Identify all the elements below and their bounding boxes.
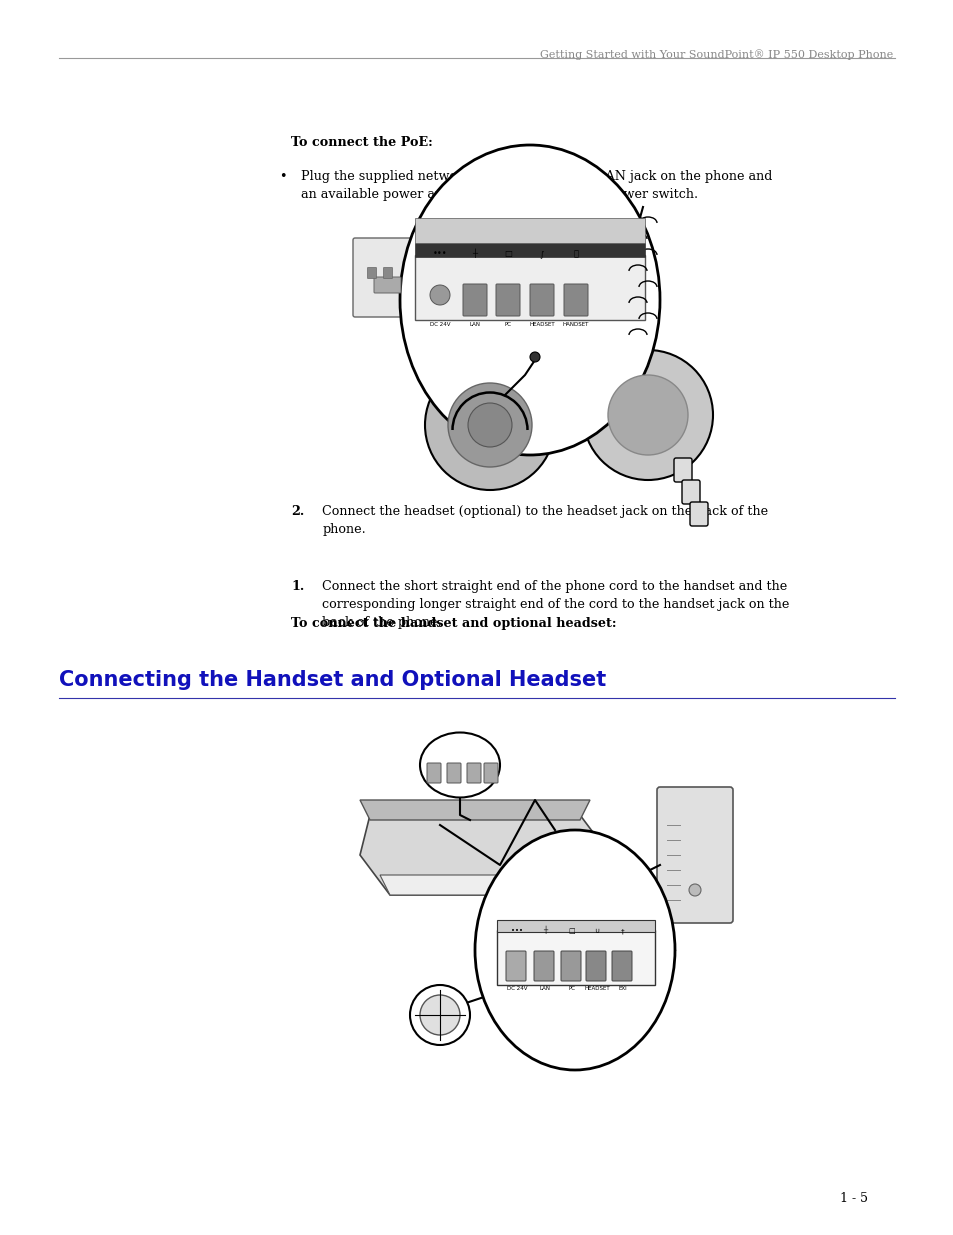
- Text: ∪: ∪: [594, 927, 598, 934]
- Circle shape: [419, 995, 459, 1035]
- Text: ⌢: ⌢: [573, 249, 578, 258]
- Text: ┼: ┼: [472, 248, 477, 258]
- FancyBboxPatch shape: [483, 763, 497, 783]
- Polygon shape: [359, 800, 589, 820]
- FancyBboxPatch shape: [383, 268, 392, 279]
- Text: 1 - 5: 1 - 5: [839, 1192, 866, 1205]
- Circle shape: [424, 359, 555, 490]
- FancyBboxPatch shape: [497, 930, 655, 986]
- FancyBboxPatch shape: [415, 219, 644, 243]
- Circle shape: [607, 375, 687, 454]
- FancyBboxPatch shape: [462, 284, 486, 316]
- Text: Getting Started with Your SoundPoint® IP 550 Desktop Phone: Getting Started with Your SoundPoint® IP…: [539, 49, 892, 61]
- Circle shape: [410, 986, 470, 1045]
- Text: EXI: EXI: [618, 986, 627, 990]
- FancyBboxPatch shape: [415, 243, 644, 257]
- Text: Connect the headset (optional) to the headset jack on the back of the
phone.: Connect the headset (optional) to the he…: [322, 505, 768, 536]
- Circle shape: [688, 884, 700, 897]
- Circle shape: [430, 285, 450, 305]
- Text: •: •: [279, 170, 287, 184]
- Polygon shape: [379, 876, 589, 895]
- Text: 2.: 2.: [291, 505, 304, 517]
- Circle shape: [530, 352, 539, 362]
- Text: HEADSET: HEADSET: [583, 986, 609, 990]
- Text: □: □: [568, 927, 575, 934]
- Ellipse shape: [419, 732, 499, 798]
- FancyBboxPatch shape: [374, 277, 400, 293]
- Text: •••: •••: [433, 249, 447, 258]
- FancyBboxPatch shape: [563, 284, 587, 316]
- FancyBboxPatch shape: [689, 501, 707, 526]
- FancyBboxPatch shape: [560, 951, 580, 981]
- Text: HANDSET: HANDSET: [562, 322, 589, 327]
- FancyBboxPatch shape: [657, 787, 732, 923]
- FancyBboxPatch shape: [367, 268, 376, 279]
- Polygon shape: [359, 815, 609, 895]
- Text: DC 24V: DC 24V: [429, 322, 450, 327]
- FancyBboxPatch shape: [415, 254, 644, 320]
- FancyBboxPatch shape: [496, 284, 519, 316]
- Circle shape: [582, 350, 712, 480]
- Ellipse shape: [475, 830, 675, 1070]
- Text: DC 24V: DC 24V: [506, 986, 527, 990]
- Text: PC: PC: [568, 986, 575, 990]
- FancyBboxPatch shape: [534, 951, 554, 981]
- FancyBboxPatch shape: [497, 920, 655, 932]
- Text: •••: •••: [511, 927, 522, 934]
- Ellipse shape: [399, 144, 659, 454]
- Text: Plug the supplied network cable between the LAN jack on the phone and
an availab: Plug the supplied network cable between …: [300, 170, 771, 201]
- FancyBboxPatch shape: [530, 284, 554, 316]
- Text: Connecting the Handset and Optional Headset: Connecting the Handset and Optional Head…: [59, 671, 606, 690]
- Text: PC: PC: [504, 322, 511, 327]
- FancyBboxPatch shape: [673, 458, 691, 482]
- Text: To connect the handset and optional headset:: To connect the handset and optional head…: [291, 618, 616, 630]
- Text: †: †: [620, 927, 624, 934]
- Text: To connect the PoE:: To connect the PoE:: [291, 136, 433, 149]
- FancyBboxPatch shape: [467, 763, 480, 783]
- Text: Connect the short straight end of the phone cord to the handset and the
correspo: Connect the short straight end of the ph…: [322, 580, 789, 629]
- FancyBboxPatch shape: [505, 951, 525, 981]
- Text: ┼: ┼: [542, 926, 547, 934]
- FancyBboxPatch shape: [585, 951, 605, 981]
- FancyBboxPatch shape: [681, 480, 700, 504]
- Text: 1.: 1.: [291, 580, 304, 593]
- Circle shape: [468, 403, 512, 447]
- FancyBboxPatch shape: [612, 951, 631, 981]
- FancyBboxPatch shape: [447, 763, 460, 783]
- Text: □: □: [503, 249, 512, 258]
- FancyBboxPatch shape: [353, 238, 415, 317]
- Text: LAN: LAN: [539, 986, 550, 990]
- Circle shape: [448, 383, 532, 467]
- FancyBboxPatch shape: [427, 763, 440, 783]
- Text: ∫: ∫: [539, 249, 543, 258]
- Text: LAN: LAN: [469, 322, 480, 327]
- Text: HEADSET: HEADSET: [529, 322, 555, 327]
